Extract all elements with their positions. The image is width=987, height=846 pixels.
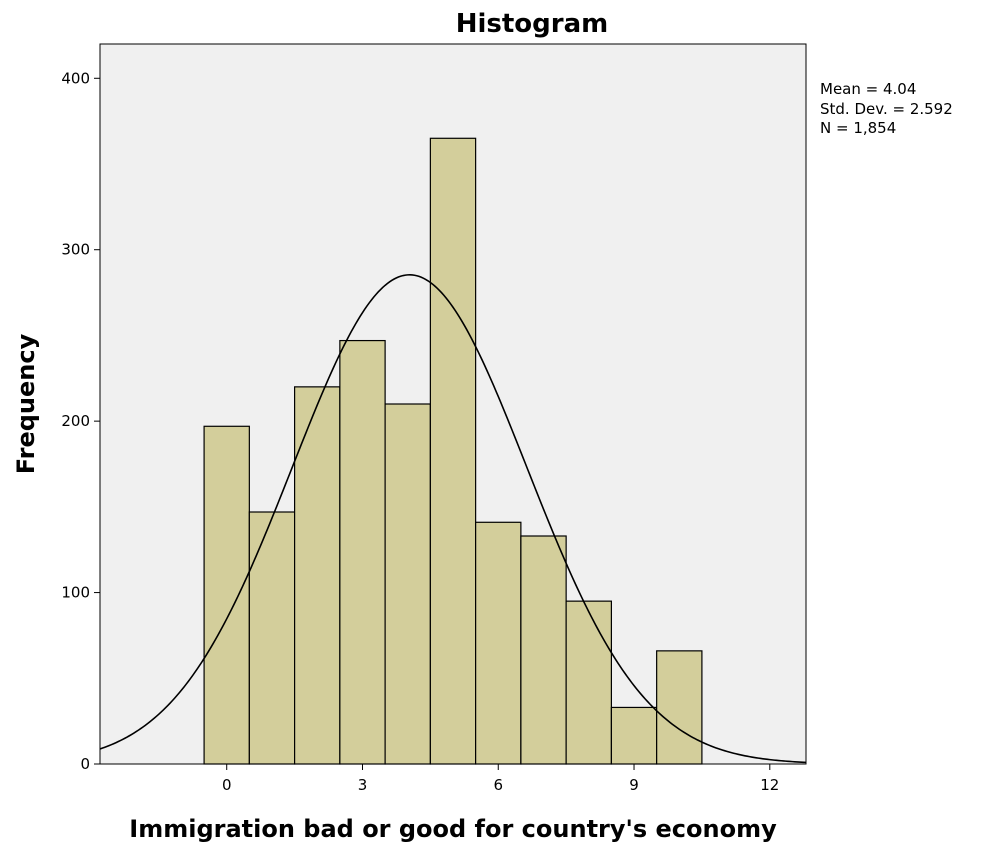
bars-group (203, 137, 703, 765)
x-axis: 0 3 6 9 12 (222, 764, 779, 794)
bar-6 (475, 521, 522, 765)
bar-4 (384, 403, 431, 765)
y-tick-label: 0 (80, 755, 90, 773)
y-tick-label: 200 (61, 412, 90, 430)
bar-10 (656, 650, 703, 765)
stats-std-dev: Std. Dev. = 2.592 (820, 100, 953, 118)
x-tick-label: 12 (760, 776, 779, 794)
x-tick-label: 9 (629, 776, 639, 794)
normal-curve (99, 274, 807, 764)
bar-9 (610, 706, 658, 765)
bar-5 (429, 137, 477, 765)
bar-7 (520, 535, 567, 765)
stats-mean: Mean = 4.04 (820, 80, 916, 98)
stats-n: N = 1,854 (820, 119, 896, 137)
y-axis: 0 100 200 300 400 (61, 69, 100, 773)
bar-8 (565, 600, 612, 765)
chart-title: Histogram (456, 9, 609, 39)
y-tick-label: 100 (61, 584, 90, 602)
y-axis-label: Frequency (12, 333, 40, 474)
x-tick-label: 3 (358, 776, 368, 794)
bar-1 (248, 511, 296, 765)
bar-2 (294, 386, 341, 765)
y-tick-label: 400 (61, 69, 90, 87)
x-tick-label: 6 (493, 776, 503, 794)
stats-box: Mean = 4.04 Std. Dev. = 2.592 N = 1,854 (820, 80, 953, 137)
bar-3 (339, 339, 386, 765)
x-tick-label: 0 (222, 776, 232, 794)
y-tick-label: 300 (61, 241, 90, 259)
x-axis-label: Immigration bad or good for country's ec… (129, 815, 777, 843)
bar-0 (203, 425, 250, 765)
